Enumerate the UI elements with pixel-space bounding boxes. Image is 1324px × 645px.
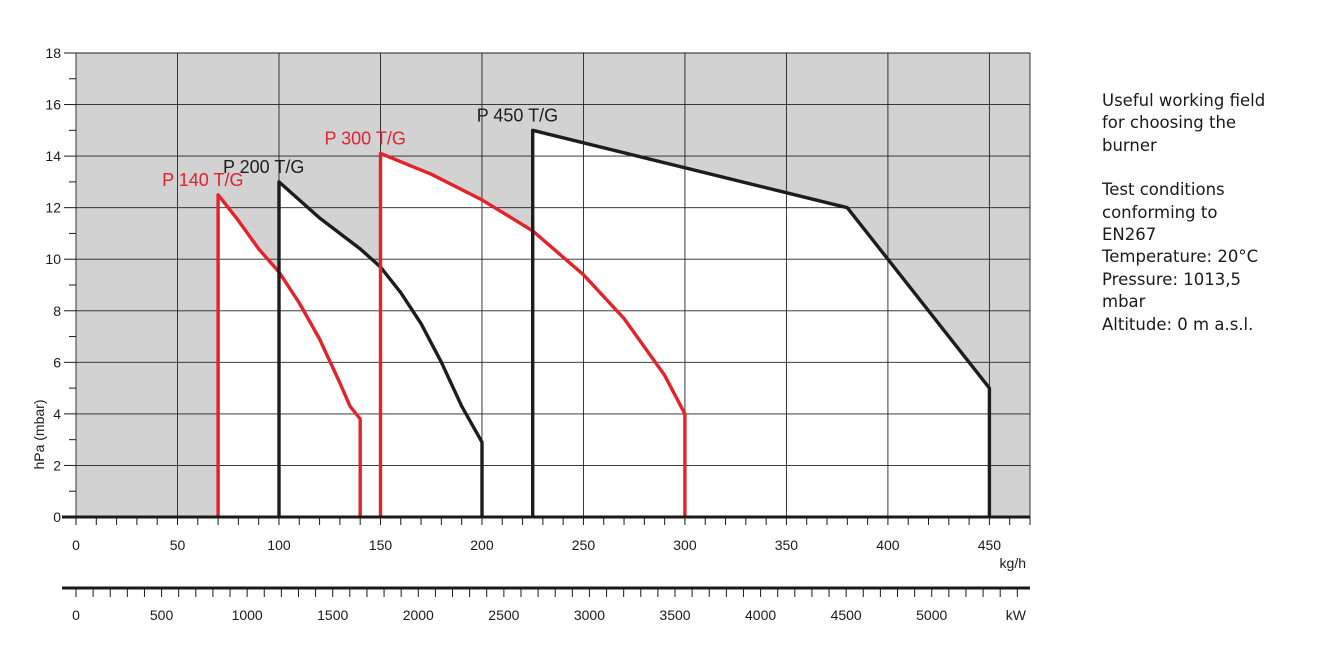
y-tick-label: 8 bbox=[53, 303, 61, 319]
y-tick-label: 12 bbox=[45, 200, 61, 216]
kw-axis-unit: kW bbox=[1006, 607, 1027, 623]
kw-tick-label: 2500 bbox=[488, 607, 519, 623]
x-tick-label: 200 bbox=[470, 537, 494, 553]
note-line: Test conditions bbox=[1102, 180, 1225, 200]
y-tick-label: 14 bbox=[45, 148, 61, 164]
x-tick-label: 250 bbox=[572, 537, 596, 553]
kw-tick-label: 3000 bbox=[574, 607, 605, 623]
x-tick-label: 400 bbox=[876, 537, 900, 553]
y-tick-label: 6 bbox=[53, 354, 61, 370]
kw-tick-label: 3500 bbox=[659, 607, 690, 623]
burner-working-field-chart: P 140 T/GP 200 T/G P 300 T/G P 450 T/G 0 2 4 6… bbox=[31, 45, 1031, 623]
note-line: Pressure: 1013,5 bbox=[1102, 269, 1241, 289]
note-line: EN267 bbox=[1102, 225, 1157, 245]
series-label: P 200 T/G bbox=[223, 157, 304, 177]
y-tick-label: 10 bbox=[45, 251, 61, 267]
x-axis-unit: kg/h bbox=[1000, 555, 1026, 571]
note-line: Useful working field bbox=[1102, 91, 1266, 110]
working-field-area bbox=[532, 130, 990, 518]
kw-tick-label: 0 bbox=[72, 607, 80, 623]
y-tick-label: 0 bbox=[53, 509, 61, 525]
series-line bbox=[216, 193, 362, 517]
series-line bbox=[277, 180, 484, 517]
series-label: P 140 T/G bbox=[162, 170, 243, 190]
kw-tick-label: 1500 bbox=[317, 607, 348, 623]
note-line: for choosing the bbox=[1102, 113, 1237, 133]
y-axis-label: hPa (mbar) bbox=[31, 399, 47, 469]
x-tick-label: 50 bbox=[170, 537, 186, 553]
note-line: Altitude: 0 m a.s.l. bbox=[1102, 314, 1254, 334]
series-label: P 300 T/G bbox=[324, 129, 405, 149]
x-tick-label: 350 bbox=[775, 537, 799, 553]
y-tick-label: 18 bbox=[45, 45, 61, 61]
note-line: Temperature: 20°C bbox=[1102, 247, 1259, 267]
y-tick-label: 2 bbox=[53, 457, 61, 473]
x-tick-label: 0 bbox=[72, 537, 80, 553]
test-conditions-note: Test conditions conforming to EN267 Tempera… bbox=[1102, 179, 1317, 336]
series-label: P 450 T/G bbox=[477, 105, 558, 125]
x-tick-label: 150 bbox=[369, 537, 393, 553]
note-line: burner bbox=[1102, 135, 1157, 155]
kw-tick-label: 5000 bbox=[916, 607, 947, 623]
kw-tick-label: 1000 bbox=[232, 607, 263, 623]
kw-tick-label: 4000 bbox=[745, 607, 776, 623]
series-line bbox=[531, 128, 992, 517]
kw-tick-label: 2000 bbox=[403, 607, 434, 623]
x-tick-label: 300 bbox=[673, 537, 697, 553]
y-tick-label: 16 bbox=[45, 97, 61, 113]
note-line: conforming to bbox=[1102, 202, 1218, 222]
kw-tick-label: 500 bbox=[150, 607, 174, 623]
working-field-note: Useful working field for choosing the burn… bbox=[1102, 90, 1317, 157]
side-note: Useful working field for choosing the burn… bbox=[1102, 90, 1317, 358]
kw-tick-label: 4500 bbox=[831, 607, 862, 623]
series-line bbox=[378, 151, 687, 517]
x-tick-label: 100 bbox=[267, 537, 291, 553]
note-line: mbar bbox=[1102, 292, 1146, 312]
y-tick-label: 4 bbox=[53, 406, 61, 422]
x-tick-label: 450 bbox=[978, 537, 1002, 553]
